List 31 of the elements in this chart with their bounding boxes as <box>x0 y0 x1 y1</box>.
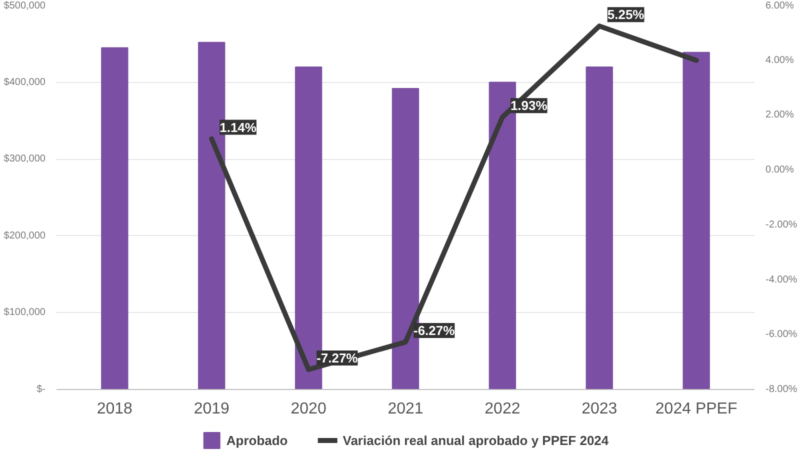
x-tick-label: 2019 <box>194 400 230 418</box>
y-tick-label: $400,000 <box>4 76 46 88</box>
y2-tick-label: -4.00% <box>766 274 798 286</box>
x-tick-label: 2023 <box>582 400 618 418</box>
y2-tick-label: -6.00% <box>766 329 798 340</box>
y-tick-label: $100,000 <box>4 307 46 318</box>
data-label: 5.25% <box>607 7 645 22</box>
y2-tick-label: -8.00% <box>766 384 798 395</box>
y2-tick-label: 0.00% <box>766 164 794 176</box>
data-label: -7.27% <box>316 350 358 366</box>
data-label: 1.14% <box>220 120 257 135</box>
legend-label: Variación real anual aprobado y PPEF 2024 <box>342 432 609 448</box>
y2-tick-label: 4.00% <box>766 54 794 66</box>
legend-label: Aprobado <box>226 432 288 448</box>
x-tick-label: 2020 <box>290 400 326 418</box>
y2-tick-label: 6.00% <box>766 0 794 12</box>
x-tick-label: 2021 <box>388 400 424 418</box>
y-tick-label: $- <box>36 384 46 395</box>
x-tick-label: 2022 <box>484 400 520 418</box>
bar <box>101 47 128 390</box>
data-label: 1.93% <box>510 98 548 114</box>
y2-tick-label: 2.00% <box>766 110 794 121</box>
bar <box>586 66 613 390</box>
bar <box>682 52 710 390</box>
y2-tick-label: -2.00% <box>766 219 798 230</box>
data-label: -6.27% <box>414 323 456 338</box>
y-tick-label: $200,000 <box>4 230 46 242</box>
x-tick-label: 2024 PPEF <box>655 400 738 418</box>
y-tick-label: $300,000 <box>4 154 46 165</box>
y-tick-label: $500,000 <box>4 0 46 12</box>
x-tick-label: 2018 <box>96 400 133 418</box>
